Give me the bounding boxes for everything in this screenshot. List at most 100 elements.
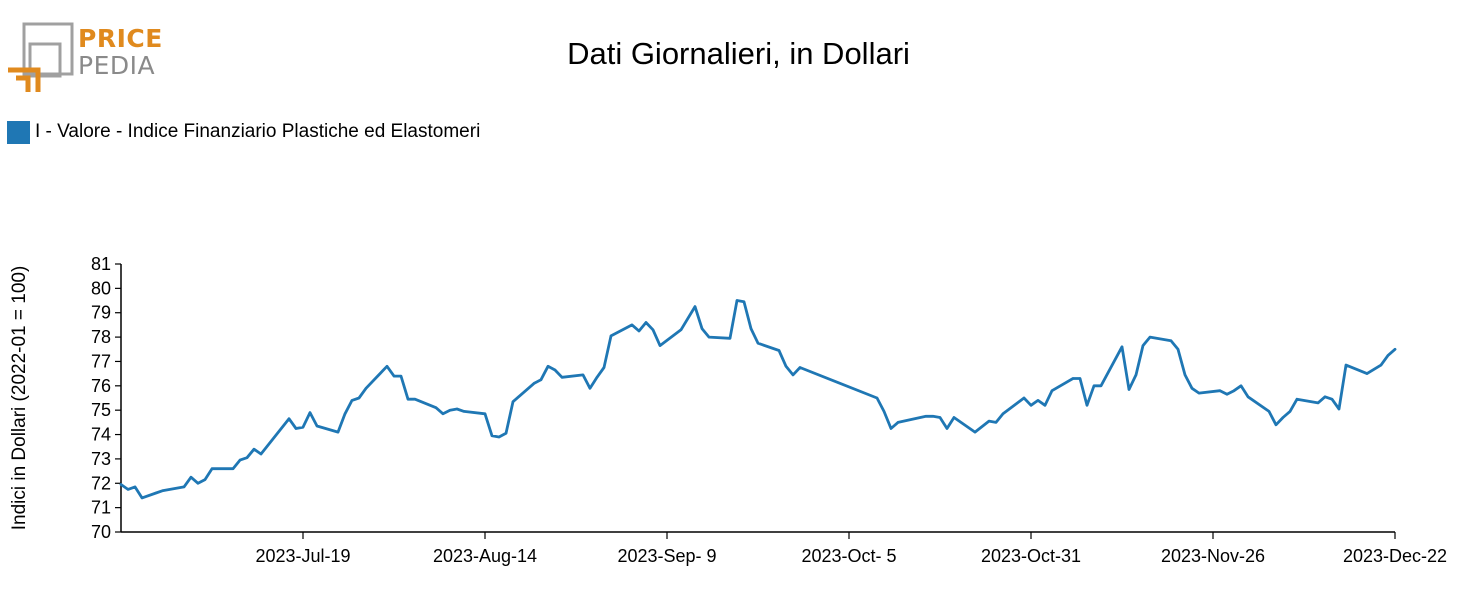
- data-point: [1274, 423, 1278, 426]
- data-point: [336, 430, 340, 434]
- data-point: [357, 396, 361, 400]
- data-point: [1239, 384, 1243, 387]
- data-point: [1267, 410, 1271, 413]
- data-point: [1295, 398, 1299, 401]
- y-axis-title: Indici in Dollari (2022-01 = 100): [9, 266, 30, 531]
- data-point: [1085, 404, 1089, 407]
- data-point: [511, 400, 515, 403]
- data-point: [1197, 391, 1201, 395]
- data-point: [406, 398, 410, 401]
- data-point: [343, 412, 347, 415]
- data-point: [539, 378, 543, 381]
- x-tick-label: 2023-Sep- 9: [617, 546, 716, 566]
- data-point: [1288, 410, 1292, 413]
- y-tick-label: 70: [91, 522, 111, 542]
- data-point: [1099, 384, 1103, 387]
- data-point: [119, 483, 123, 486]
- data-point: [490, 434, 494, 437]
- y-tick-label: 79: [91, 303, 111, 323]
- data-point: [1379, 363, 1383, 367]
- data-point: [350, 399, 354, 402]
- data-point: [1344, 363, 1348, 367]
- data-point: [679, 328, 683, 331]
- data-point: [707, 335, 711, 339]
- data-point: [1001, 412, 1005, 415]
- data-point: [301, 426, 305, 429]
- data-point: [931, 415, 935, 418]
- data-point: [1169, 339, 1173, 342]
- legend-label: I - Valore - Indice Finanziario Plastich…: [35, 121, 481, 142]
- data-point: [238, 458, 242, 462]
- data-point: [126, 488, 130, 491]
- data-point: [434, 406, 438, 409]
- data-point: [1393, 348, 1397, 351]
- data-point: [252, 448, 256, 451]
- data-point: [889, 427, 893, 430]
- y-tick-label: 74: [91, 425, 111, 445]
- data-point: [392, 374, 396, 378]
- data-point: [1218, 389, 1222, 392]
- data-point: [140, 496, 144, 500]
- data-point: [973, 430, 977, 434]
- series-line: [119, 299, 1397, 500]
- data-point: [182, 485, 186, 489]
- data-point: [987, 419, 991, 423]
- y-tick-label: 76: [91, 376, 111, 396]
- data-point: [189, 476, 193, 479]
- data-point: [133, 485, 137, 489]
- data-point: [938, 416, 942, 419]
- y-axis: 70 71 72 73 74 75 76 77 78 79 80 81: [91, 254, 122, 542]
- data-point: [245, 456, 249, 459]
- data-point: [1092, 384, 1096, 387]
- x-axis: 2023-Jul-19 2023-Aug-14 2023-Sep- 9 2023-Oc…: [121, 531, 1447, 566]
- data-point: [196, 482, 200, 485]
- series-layer: [119, 299, 1397, 500]
- x-tick-label: 2023-Nov-26: [1161, 546, 1265, 566]
- data-point: [1330, 398, 1334, 401]
- data-point: [1127, 388, 1131, 391]
- data-point: [546, 365, 550, 368]
- data-point: [1190, 387, 1194, 390]
- data-point: [364, 387, 368, 390]
- logo-word-pedia: PEDIA: [78, 51, 156, 80]
- data-point: [294, 427, 298, 430]
- data-point: [658, 344, 662, 347]
- data-point: [1365, 372, 1369, 375]
- data-point: [1071, 377, 1075, 380]
- data-point: [749, 327, 753, 330]
- x-tick-label: 2023-Oct-31: [981, 546, 1081, 566]
- data-point: [735, 299, 739, 302]
- data-point: [1043, 404, 1047, 407]
- data-point: [595, 376, 599, 379]
- data-point: [1029, 404, 1033, 407]
- legend[interactable]: I - Valore - Indice Finanziario Plastich…: [7, 120, 480, 144]
- data-point: [637, 329, 641, 333]
- data-point: [1134, 373, 1138, 377]
- data-point: [742, 300, 746, 303]
- data-point: [462, 410, 466, 413]
- data-point: [210, 467, 214, 470]
- data-point: [504, 432, 508, 435]
- data-point: [777, 349, 781, 352]
- data-point: [1323, 395, 1327, 398]
- data-point: [924, 415, 928, 418]
- data-point: [1050, 389, 1054, 392]
- y-tick-label: 72: [91, 473, 111, 493]
- data-point: [728, 337, 732, 340]
- y-tick-label: 71: [91, 498, 111, 518]
- data-point: [791, 373, 795, 377]
- y-tick-label: 75: [91, 400, 111, 420]
- data-point: [308, 411, 312, 414]
- data-point: [1337, 407, 1341, 411]
- y-tick-label: 81: [91, 254, 111, 274]
- y-tick-label: 80: [91, 278, 111, 298]
- data-point: [609, 334, 613, 338]
- data-point: [700, 327, 704, 330]
- data-point: [1022, 396, 1026, 400]
- data-point: [385, 365, 389, 368]
- data-point: [798, 366, 802, 369]
- data-point: [455, 407, 459, 411]
- data-point: [602, 366, 606, 369]
- data-point: [553, 368, 557, 372]
